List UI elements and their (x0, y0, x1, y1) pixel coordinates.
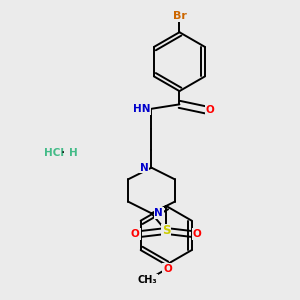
Text: HCl: HCl (44, 148, 64, 158)
Text: O: O (193, 229, 201, 239)
Text: ·: · (60, 146, 64, 160)
Text: O: O (163, 264, 172, 274)
Text: S: S (162, 224, 170, 238)
Text: O: O (131, 229, 140, 239)
Text: CH₃: CH₃ (137, 275, 157, 285)
Text: N: N (154, 208, 163, 218)
Text: N: N (140, 163, 148, 173)
Text: O: O (206, 105, 214, 115)
Text: H: H (69, 148, 78, 158)
Text: Br: Br (172, 11, 186, 21)
Text: HN: HN (133, 104, 151, 114)
